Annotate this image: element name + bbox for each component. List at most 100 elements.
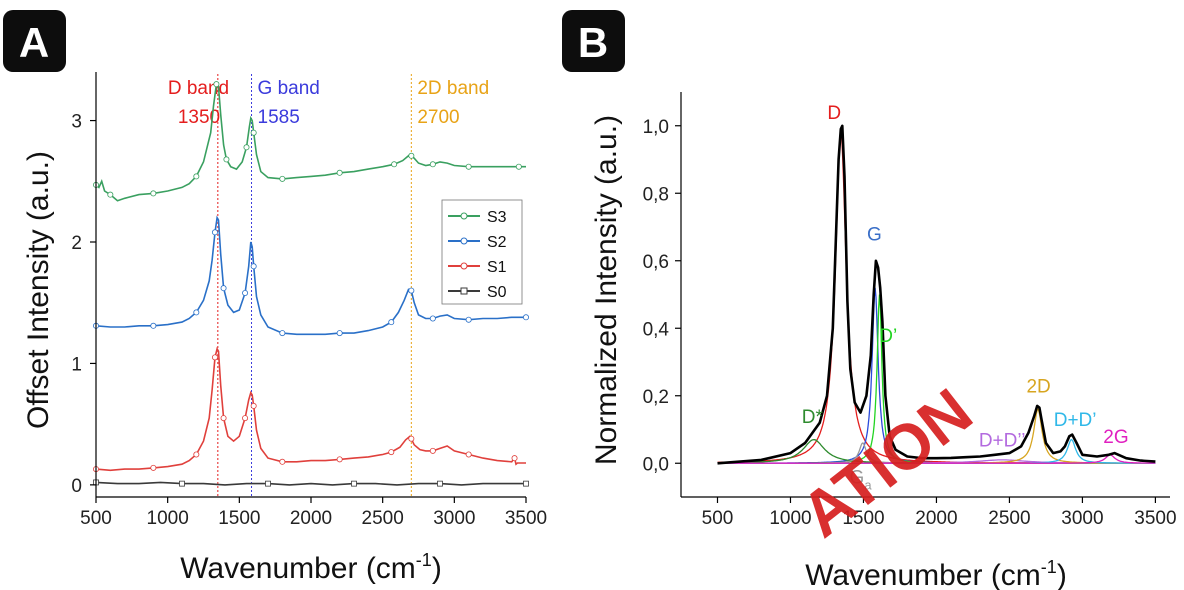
point-S1: [336, 456, 343, 463]
y-tick-label-b: 0,0: [643, 454, 669, 475]
band-position: 1350: [178, 107, 220, 128]
legend-label-S3: S3: [487, 209, 507, 226]
point-S1: [150, 464, 157, 471]
x-tick-label-a: 500: [80, 508, 112, 529]
y-tick-label-a: 1: [71, 354, 82, 375]
x-tick-label-a: 1000: [147, 508, 189, 529]
panel-b-badge: [562, 10, 625, 72]
band-name: 2D band: [417, 78, 489, 99]
point-S1: [511, 455, 518, 462]
x-tick-label-b: 1500: [842, 508, 884, 529]
peak-label: D+D’: [1054, 410, 1097, 431]
point-S1: [242, 415, 249, 422]
point-S2: [408, 287, 415, 294]
point-S1: [279, 458, 286, 465]
point-S2: [336, 330, 343, 337]
point-S3: [408, 152, 415, 159]
y-tick-label-b: 0,8: [643, 184, 669, 205]
y-tick-label-a: 3: [71, 112, 82, 133]
point-S2: [220, 285, 227, 292]
band-position: 2700: [417, 107, 459, 128]
x-axis-title-a: Wavenumber (cm-1): [180, 550, 442, 585]
peak-label: D: [827, 103, 841, 124]
legend-marker: [460, 212, 468, 220]
y-tick-label-b: 1,0: [643, 117, 669, 138]
point-S3: [465, 163, 472, 170]
x-tick-label-a: 1500: [218, 508, 260, 529]
x-axis-title-b: Wavenumber (cm-1): [805, 557, 1067, 590]
chart-panel-b: 500 1000 1500 2000 2500 3000 3500 0,0 0,2 0,4 0,6 0…: [590, 92, 1177, 529]
point-S2: [388, 319, 395, 326]
point-S3: [429, 161, 436, 168]
series-line-spectrum: [717, 124, 1156, 465]
legend-label-S1: S1: [487, 259, 507, 276]
point-S0: [179, 480, 185, 487]
x-tick-label-b: 3000: [1061, 508, 1103, 529]
x-tick-label-b: 500: [702, 508, 734, 529]
legend-box: [441, 199, 523, 305]
point-S1: [250, 402, 257, 409]
band-position: 1585: [258, 107, 300, 128]
x-tick-label-b: 2500: [988, 508, 1030, 529]
point-S0: [437, 480, 443, 487]
peak-label: D+D’’: [979, 430, 1026, 451]
y-axis-title-b: Normalized Intensity (a.u.): [590, 115, 623, 465]
point-S2: [150, 322, 157, 329]
panel-a-label: A: [19, 19, 49, 66]
point-S2: [429, 315, 436, 322]
point-S3: [223, 156, 230, 163]
y-tick-label-b: 0,2: [643, 387, 669, 408]
band-name: G band: [258, 78, 320, 99]
point-S3: [279, 175, 286, 182]
point-S2: [523, 314, 530, 321]
point-S2: [242, 289, 249, 296]
fit-peak-2G: [717, 454, 1156, 464]
point-S2: [250, 263, 257, 270]
point-S3: [515, 163, 522, 170]
point-S3: [250, 129, 257, 136]
y-tick-label-a: 0: [71, 476, 82, 497]
point-S1: [193, 451, 200, 458]
point-S1: [220, 415, 227, 422]
point-S0: [265, 480, 271, 487]
x-tick-label-a: 3500: [505, 508, 547, 529]
y-tick-label-b: 0,6: [643, 252, 669, 273]
x-tick-label-b: 1000: [769, 508, 811, 529]
y-axis-title-a: Offset Intensity (a.u.): [22, 151, 55, 429]
peak-label: G: [867, 225, 882, 246]
peak-label: 2G: [1103, 427, 1128, 448]
point-S3: [213, 81, 220, 88]
y-tick-label-a: 2: [71, 233, 82, 254]
point-S0: [351, 480, 357, 487]
point-S0: [523, 480, 529, 487]
point-S1: [211, 354, 218, 361]
point-S3: [107, 191, 114, 198]
peak-label: 2D: [1026, 376, 1050, 397]
point-S2: [193, 309, 200, 316]
point-S3: [391, 161, 398, 168]
legend-label-S2: S2: [487, 234, 507, 251]
panel-a-badge: [3, 10, 66, 72]
point-S1: [408, 435, 415, 442]
x-tick-label-a: 2500: [362, 508, 404, 529]
legend-label-S0: S0: [487, 284, 507, 301]
x-tick-label-a: 2000: [290, 508, 332, 529]
peak-label: D*: [802, 407, 824, 428]
point-S3: [336, 169, 343, 176]
point-S2: [279, 330, 286, 337]
point-S1: [429, 447, 436, 454]
series-line-S3: [95, 82, 526, 202]
peak-label: D’: [879, 326, 897, 347]
series-line-S0: [95, 481, 526, 486]
series-line-S1: [95, 346, 526, 472]
legend-marker: [460, 237, 468, 245]
point-S2: [211, 229, 218, 236]
point-S3: [150, 190, 157, 197]
point-S2: [465, 316, 472, 323]
point-S1: [388, 449, 395, 456]
point-S1: [465, 451, 472, 458]
legend-marker: [460, 262, 468, 270]
panel-b-label: B: [578, 19, 608, 66]
point-S3: [193, 173, 200, 180]
